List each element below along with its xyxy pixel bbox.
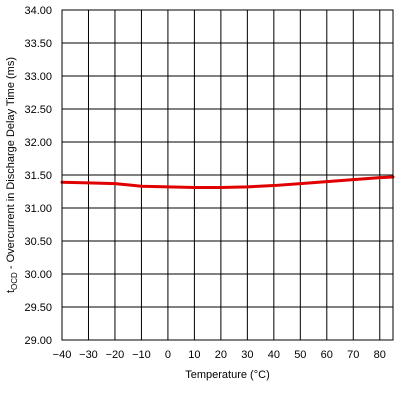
x-tick-label: 50 [294,349,306,361]
plot-frame [61,9,394,341]
y-tick-label: 33.00 [24,71,52,83]
y-tick-label: 30.50 [24,236,52,248]
grid [61,9,393,341]
y-axis-title-subscript: OCD [10,272,19,290]
y-axis-title: tOCD - Overcurrent in Discharge Delay Ti… [5,57,19,293]
y-axis-title-rest: - Overcurrent in Discharge Delay Time (m… [5,57,17,272]
series-line [60,175,395,190]
x-tick-label: −30 [79,349,98,361]
x-tick-label: −40 [53,349,72,361]
x-tick-label: −10 [132,349,151,361]
series-layer [60,175,395,190]
y-tick-label: 29.50 [24,302,52,314]
x-tick-label: 40 [268,349,280,361]
x-tick-label: 80 [374,349,386,361]
y-tick-label: 32.00 [24,137,52,149]
x-axis-title: Temperature (°C) [185,369,269,381]
y-tick-label: 32.50 [24,104,52,116]
y-tick-label: 34.00 [24,5,52,17]
x-tick-labels: −40 −30 −20 −10 0 10 20 30 40 50 60 70 80 [53,349,386,361]
x-tick-label: 70 [347,349,359,361]
y-tick-label: 29.00 [24,335,52,347]
y-tick-label: 30.00 [24,269,52,281]
x-tick-label: 10 [188,349,200,361]
y-axis-title-main: t [5,290,17,293]
y-tick-label: 31.50 [24,170,52,182]
y-tick-label: 33.50 [24,38,52,50]
x-tick-label: 30 [241,349,253,361]
x-tick-label: 0 [165,349,171,361]
x-tick-label: 60 [321,349,333,361]
y-tick-label: 31.00 [24,203,52,215]
x-tick-label: 20 [215,349,227,361]
x-tick-label: −20 [106,349,125,361]
y-tick-labels: 29.00 29.50 30.00 30.50 31.00 31.50 32.00 32.50… [24,5,52,347]
